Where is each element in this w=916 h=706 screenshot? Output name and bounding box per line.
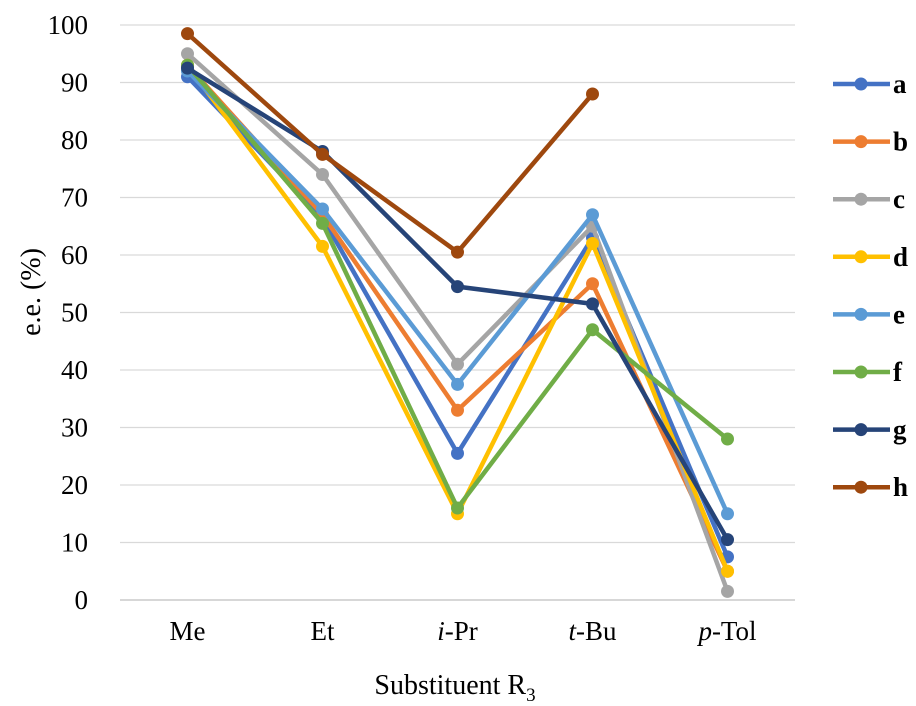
y-axis-title: e.e. (%) [16, 248, 47, 336]
data-point [721, 432, 734, 446]
data-point [586, 323, 599, 337]
x-tick-text: Me [170, 616, 206, 646]
x-axis-title-subscript: 3 [526, 685, 536, 706]
series-b [181, 58, 734, 578]
legend-item-b: b [833, 127, 908, 157]
data-point [721, 564, 734, 578]
y-axis-tick-labels: 0 10 20 30 40 50 60 70 80 90 100 [48, 10, 89, 615]
y-tick-label: 10 [61, 528, 88, 558]
data-point [181, 47, 194, 61]
x-axis-title: Substituent R3 [374, 670, 535, 706]
y-tick-label: 40 [61, 355, 88, 385]
data-point [181, 27, 194, 41]
x-tick-label: p-Tol [696, 616, 756, 646]
legend-item-g: g [833, 415, 907, 445]
data-point [586, 208, 599, 222]
legend-item-h: h [833, 472, 908, 502]
legend-label: g [893, 415, 907, 445]
y-tick-label: 90 [61, 68, 88, 98]
data-point [586, 277, 599, 291]
legend-label: a [893, 69, 907, 99]
legend-label: h [893, 472, 908, 502]
y-tick-label: 70 [61, 183, 88, 213]
series-line [185, 63, 730, 574]
y-tick-label: 30 [61, 413, 88, 443]
data-point [721, 533, 734, 547]
legend-label: e [893, 299, 905, 329]
x-axis-tick-labels: Me Et i-Pr t-Bu p-Tol [170, 616, 757, 646]
data-point [451, 377, 464, 391]
legend-marker [854, 423, 868, 437]
y-tick-label: 100 [48, 10, 89, 40]
data-point [451, 403, 464, 417]
legend-marker [854, 365, 868, 379]
x-tick-italic-prefix: t [568, 616, 577, 646]
data-point [451, 357, 464, 371]
data-point [451, 280, 464, 294]
y-tick-label: 50 [61, 298, 88, 328]
x-tick-label: i-Pr [437, 616, 478, 646]
data-point [451, 446, 464, 460]
legend-marker [854, 480, 868, 494]
series-layer [181, 27, 734, 598]
legend-label: c [893, 184, 905, 214]
x-tick-italic-prefix: i [437, 616, 445, 646]
data-point [316, 202, 329, 216]
data-point [316, 147, 329, 161]
x-tick-text: -Tol [712, 616, 757, 646]
series-d [181, 58, 734, 578]
legend-marker [854, 192, 868, 206]
y-tick-label: 20 [61, 470, 88, 500]
data-point [316, 168, 329, 181]
legend-label: d [893, 242, 908, 272]
legend-label: b [893, 127, 908, 157]
x-tick-italic-prefix: p [696, 616, 712, 646]
data-point [586, 237, 599, 250]
x-tick-label: t-Bu [568, 616, 617, 646]
x-tick-text: -Bu [576, 616, 617, 646]
x-axis-title-main: Substituent R [374, 670, 526, 701]
data-point [721, 507, 734, 521]
series-g [181, 61, 734, 547]
legend-label: f [893, 357, 903, 387]
y-tick-label: 0 [75, 585, 89, 615]
series-line [185, 65, 730, 542]
data-point [316, 239, 329, 253]
series-line [185, 63, 730, 574]
data-point [721, 584, 734, 598]
data-point [181, 61, 194, 75]
data-point [451, 501, 464, 515]
x-tick-text: Et [311, 616, 335, 646]
data-point [586, 87, 599, 101]
x-tick-label: Et [311, 616, 335, 646]
y-tick-label: 60 [61, 240, 88, 270]
legend-item-a: a [833, 69, 907, 99]
x-tick-text: -Pr [445, 616, 478, 646]
legend-marker [854, 135, 868, 149]
series-h [181, 27, 599, 259]
data-point [316, 216, 329, 230]
legend-item-d: d [833, 242, 908, 272]
legend-marker [854, 77, 868, 91]
series-a [181, 70, 734, 564]
data-point [586, 297, 599, 311]
legend-marker [854, 250, 868, 264]
legend-item-e: e [833, 299, 905, 329]
y-tick-label: 80 [61, 125, 88, 155]
legend-marker [854, 307, 868, 321]
legend-item-c: c [833, 184, 905, 214]
legend-item-f: f [833, 357, 903, 387]
series-line [185, 31, 595, 255]
data-point [451, 245, 464, 259]
x-tick-label: Me [170, 616, 206, 646]
